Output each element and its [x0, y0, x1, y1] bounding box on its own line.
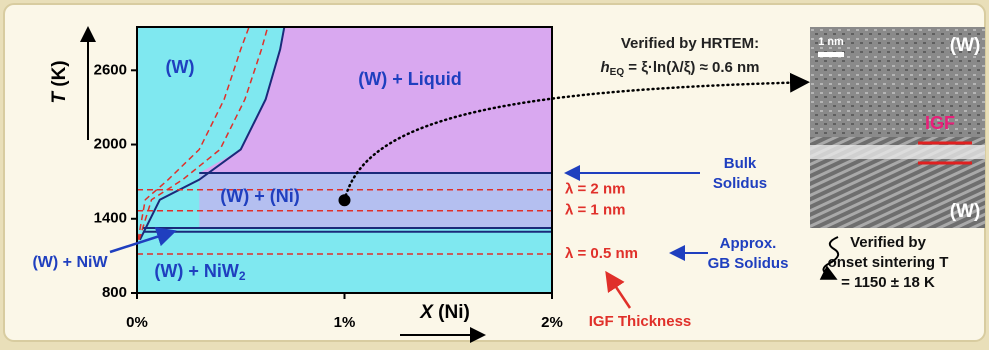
region-label: (W) + (Ni): [220, 186, 299, 206]
region-fill: [199, 172, 552, 229]
bulk-label: Solidus: [713, 175, 767, 192]
x-tick-label: 2%: [541, 314, 563, 331]
plot: λ = 2 nm λ = 1 nm λ = 0.5 nm (W) (W) + Liqui…: [94, 26, 810, 331]
hrtem-bottom: (W): [950, 201, 981, 222]
hrtem-image: [810, 27, 985, 228]
region-sub: 2: [239, 269, 246, 283]
igf-arrow: [605, 270, 632, 309]
niw-arrow: [109, 227, 177, 254]
x-tick-label: 0%: [126, 314, 148, 331]
verified-label: = 1150 ± 18 K: [841, 274, 935, 291]
igf-thickness: IGF Thickness: [589, 313, 692, 330]
phase-line: [139, 26, 286, 241]
region-text: (W) + NiW: [154, 261, 238, 281]
lambda-label: λ = 2 nm: [565, 181, 625, 198]
region-label: (W) + NiW2: [154, 261, 245, 283]
region-fill: [199, 27, 552, 173]
phase-line: [138, 26, 269, 241]
bulk-label: Bulk: [724, 155, 757, 172]
y-axis-label: T (K): [49, 60, 70, 103]
gb-label: Approx.: [720, 235, 777, 252]
y-tick-label: 1400: [94, 210, 127, 227]
niw-label: (W) + NiW: [32, 254, 108, 271]
lambda-label: λ = 1 nm: [565, 202, 625, 219]
dotted-link: [343, 72, 810, 202]
squiggle: [819, 236, 840, 280]
phase-line: [137, 26, 250, 240]
scale-label: 1 nm: [818, 36, 844, 48]
lambda-label: λ = 0.5 nm: [565, 245, 638, 262]
region-label: (W) + Liquid: [358, 69, 461, 89]
x-axis-label: X (Ni): [419, 302, 470, 323]
hrtem-title: Verified by HRTEM:: [621, 35, 759, 52]
verified-label: Verified by: [850, 234, 927, 251]
y-tick-label: 800: [102, 284, 127, 301]
hrtem-formula: hEQ = ξ·ln(λ/ξ) ≈ 0.6 nm: [601, 59, 760, 78]
hrtem-igf: IGF: [925, 113, 955, 133]
hrtem-top: (W): [950, 35, 981, 56]
region-label: (W): [166, 57, 195, 77]
gb-label: GB Solidus: [708, 255, 789, 272]
y-tick-label: 2000: [94, 136, 127, 153]
x-tick-label: 1%: [334, 314, 356, 331]
point: [338, 194, 351, 207]
y-tick-label: 2600: [94, 61, 127, 78]
verified-label: onset sintering T: [828, 254, 949, 271]
